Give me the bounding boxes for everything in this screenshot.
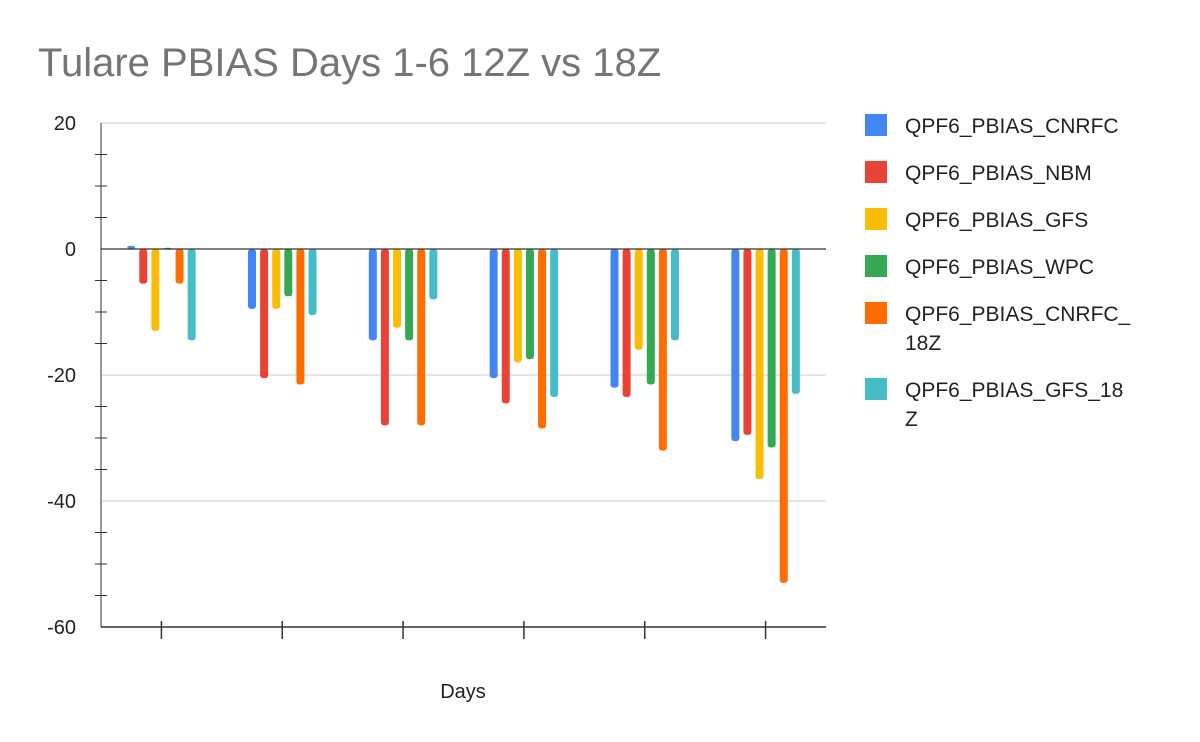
legend-label: QPF6_PBIAS_CNRFC <box>905 115 1119 138</box>
legend-swatch <box>865 255 887 277</box>
bar <box>368 249 377 341</box>
grid-layer <box>101 122 826 502</box>
bar <box>671 249 679 341</box>
legend-label: QPF6_PBIAS_NBM <box>905 162 1092 185</box>
bar <box>731 249 740 442</box>
bar <box>550 249 559 398</box>
legend-label: QPF6_PBIAS_GFS_18 <box>905 379 1123 402</box>
bar <box>646 249 655 385</box>
bar <box>272 249 281 309</box>
bar <box>405 249 414 341</box>
bar <box>260 249 269 379</box>
bar <box>501 249 510 404</box>
bar <box>791 249 800 394</box>
legend-swatch <box>865 302 887 324</box>
chart-title: Tulare PBIAS Days 1-6 12Z vs 18Z <box>38 41 661 85</box>
bar <box>429 249 438 300</box>
bar <box>622 249 631 398</box>
bar <box>538 249 547 429</box>
bar <box>393 249 402 328</box>
bar <box>175 249 184 284</box>
legend-label: 18Z <box>905 332 941 355</box>
legend-label: Z <box>905 408 918 431</box>
legend-swatch <box>865 378 887 400</box>
bar <box>525 249 534 360</box>
legend-label: QPF6_PBIAS_WPC <box>905 256 1094 279</box>
bar <box>127 245 136 249</box>
bar <box>284 249 293 297</box>
legend: QPF6_PBIAS_CNRFC QPF6_PBIAS_NBM QPF6_PBIAS… <box>865 114 1131 431</box>
legend-label: QPF6_PBIAS_GFS <box>905 209 1088 232</box>
bar <box>296 249 305 385</box>
bar <box>308 249 317 316</box>
y-tick-label: -60 <box>47 617 76 639</box>
legend-swatch <box>865 114 887 136</box>
bar <box>658 249 667 451</box>
bar <box>634 249 643 350</box>
bar <box>380 249 389 426</box>
axis-layer: 20 0 -20 -40 -60 <box>47 113 826 639</box>
legend-label: QPF6_PBIAS_CNRFC_ <box>905 303 1131 326</box>
bar <box>779 249 788 583</box>
bar <box>139 249 148 284</box>
bar <box>767 249 776 448</box>
bar <box>248 249 256 309</box>
bar <box>610 249 619 388</box>
bar <box>513 249 522 363</box>
bar <box>489 249 498 379</box>
bars-layer <box>127 245 800 583</box>
legend-swatch <box>865 208 887 230</box>
y-tick-label: 20 <box>54 113 76 135</box>
y-tick-label: -20 <box>47 365 76 387</box>
bar <box>417 249 426 426</box>
bar <box>151 249 160 331</box>
bar <box>187 249 196 341</box>
y-tick-label: -40 <box>47 491 76 513</box>
bar <box>755 249 764 479</box>
bar <box>743 249 752 435</box>
legend-swatch <box>865 161 887 183</box>
y-tick-label: 0 <box>65 239 76 261</box>
x-axis-label: Days <box>440 681 486 703</box>
